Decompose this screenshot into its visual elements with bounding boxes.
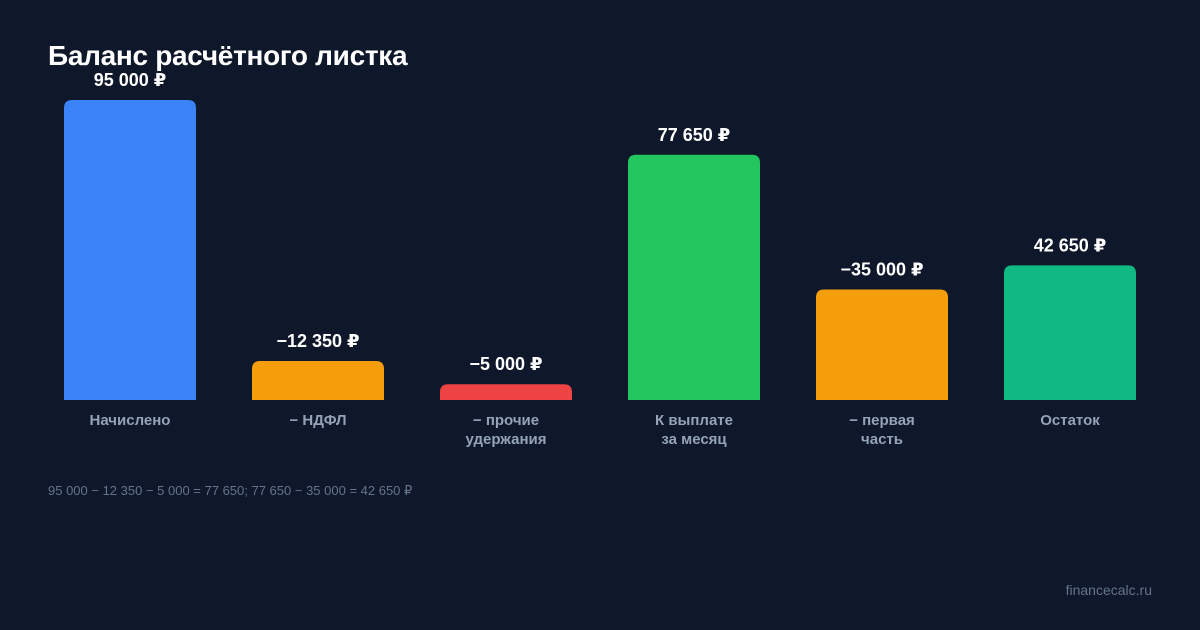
value-labels-group: 95 000 ₽ −12 350 ₽ −5 000 ₽ 77 650 ₽ −35 000… (94, 70, 1107, 374)
formula-note: 95 000 − 12 350 − 5 000 = 77 650; 77 650… (48, 483, 413, 498)
category-labels-group: Начислено − НДФЛ − прочие удержания К выплат… (90, 412, 1101, 448)
category-label-2: − прочие удержания (466, 412, 547, 448)
bar-value-label-5: 42 650 ₽ (1034, 235, 1107, 255)
category-label-0: Начислено (90, 412, 171, 429)
bar-3 (628, 154, 760, 400)
bar-5 (1004, 265, 1136, 400)
bar-0 (64, 100, 196, 400)
page-title: Баланс расчётного листка (48, 40, 408, 71)
bar-value-label-1: −12 350 ₽ (276, 331, 359, 351)
bar-value-label-3: 77 650 ₽ (658, 125, 731, 145)
category-label-4: − первая часть (849, 412, 915, 448)
bar-4 (816, 289, 948, 400)
category-label-5: Остаток (1040, 412, 1100, 429)
bar-value-label-2: −5 000 ₽ (469, 354, 542, 374)
source-label: financecalc.ru (1065, 582, 1152, 598)
bar-value-label-0: 95 000 ₽ (94, 70, 167, 90)
bar-2 (440, 384, 572, 400)
category-label-1: − НДФЛ (289, 412, 346, 429)
bar-value-label-4: −35 000 ₽ (840, 259, 923, 279)
bar-1 (252, 361, 384, 400)
category-label-3: К выплате за месяц (655, 412, 733, 448)
bars-group (64, 100, 1136, 400)
